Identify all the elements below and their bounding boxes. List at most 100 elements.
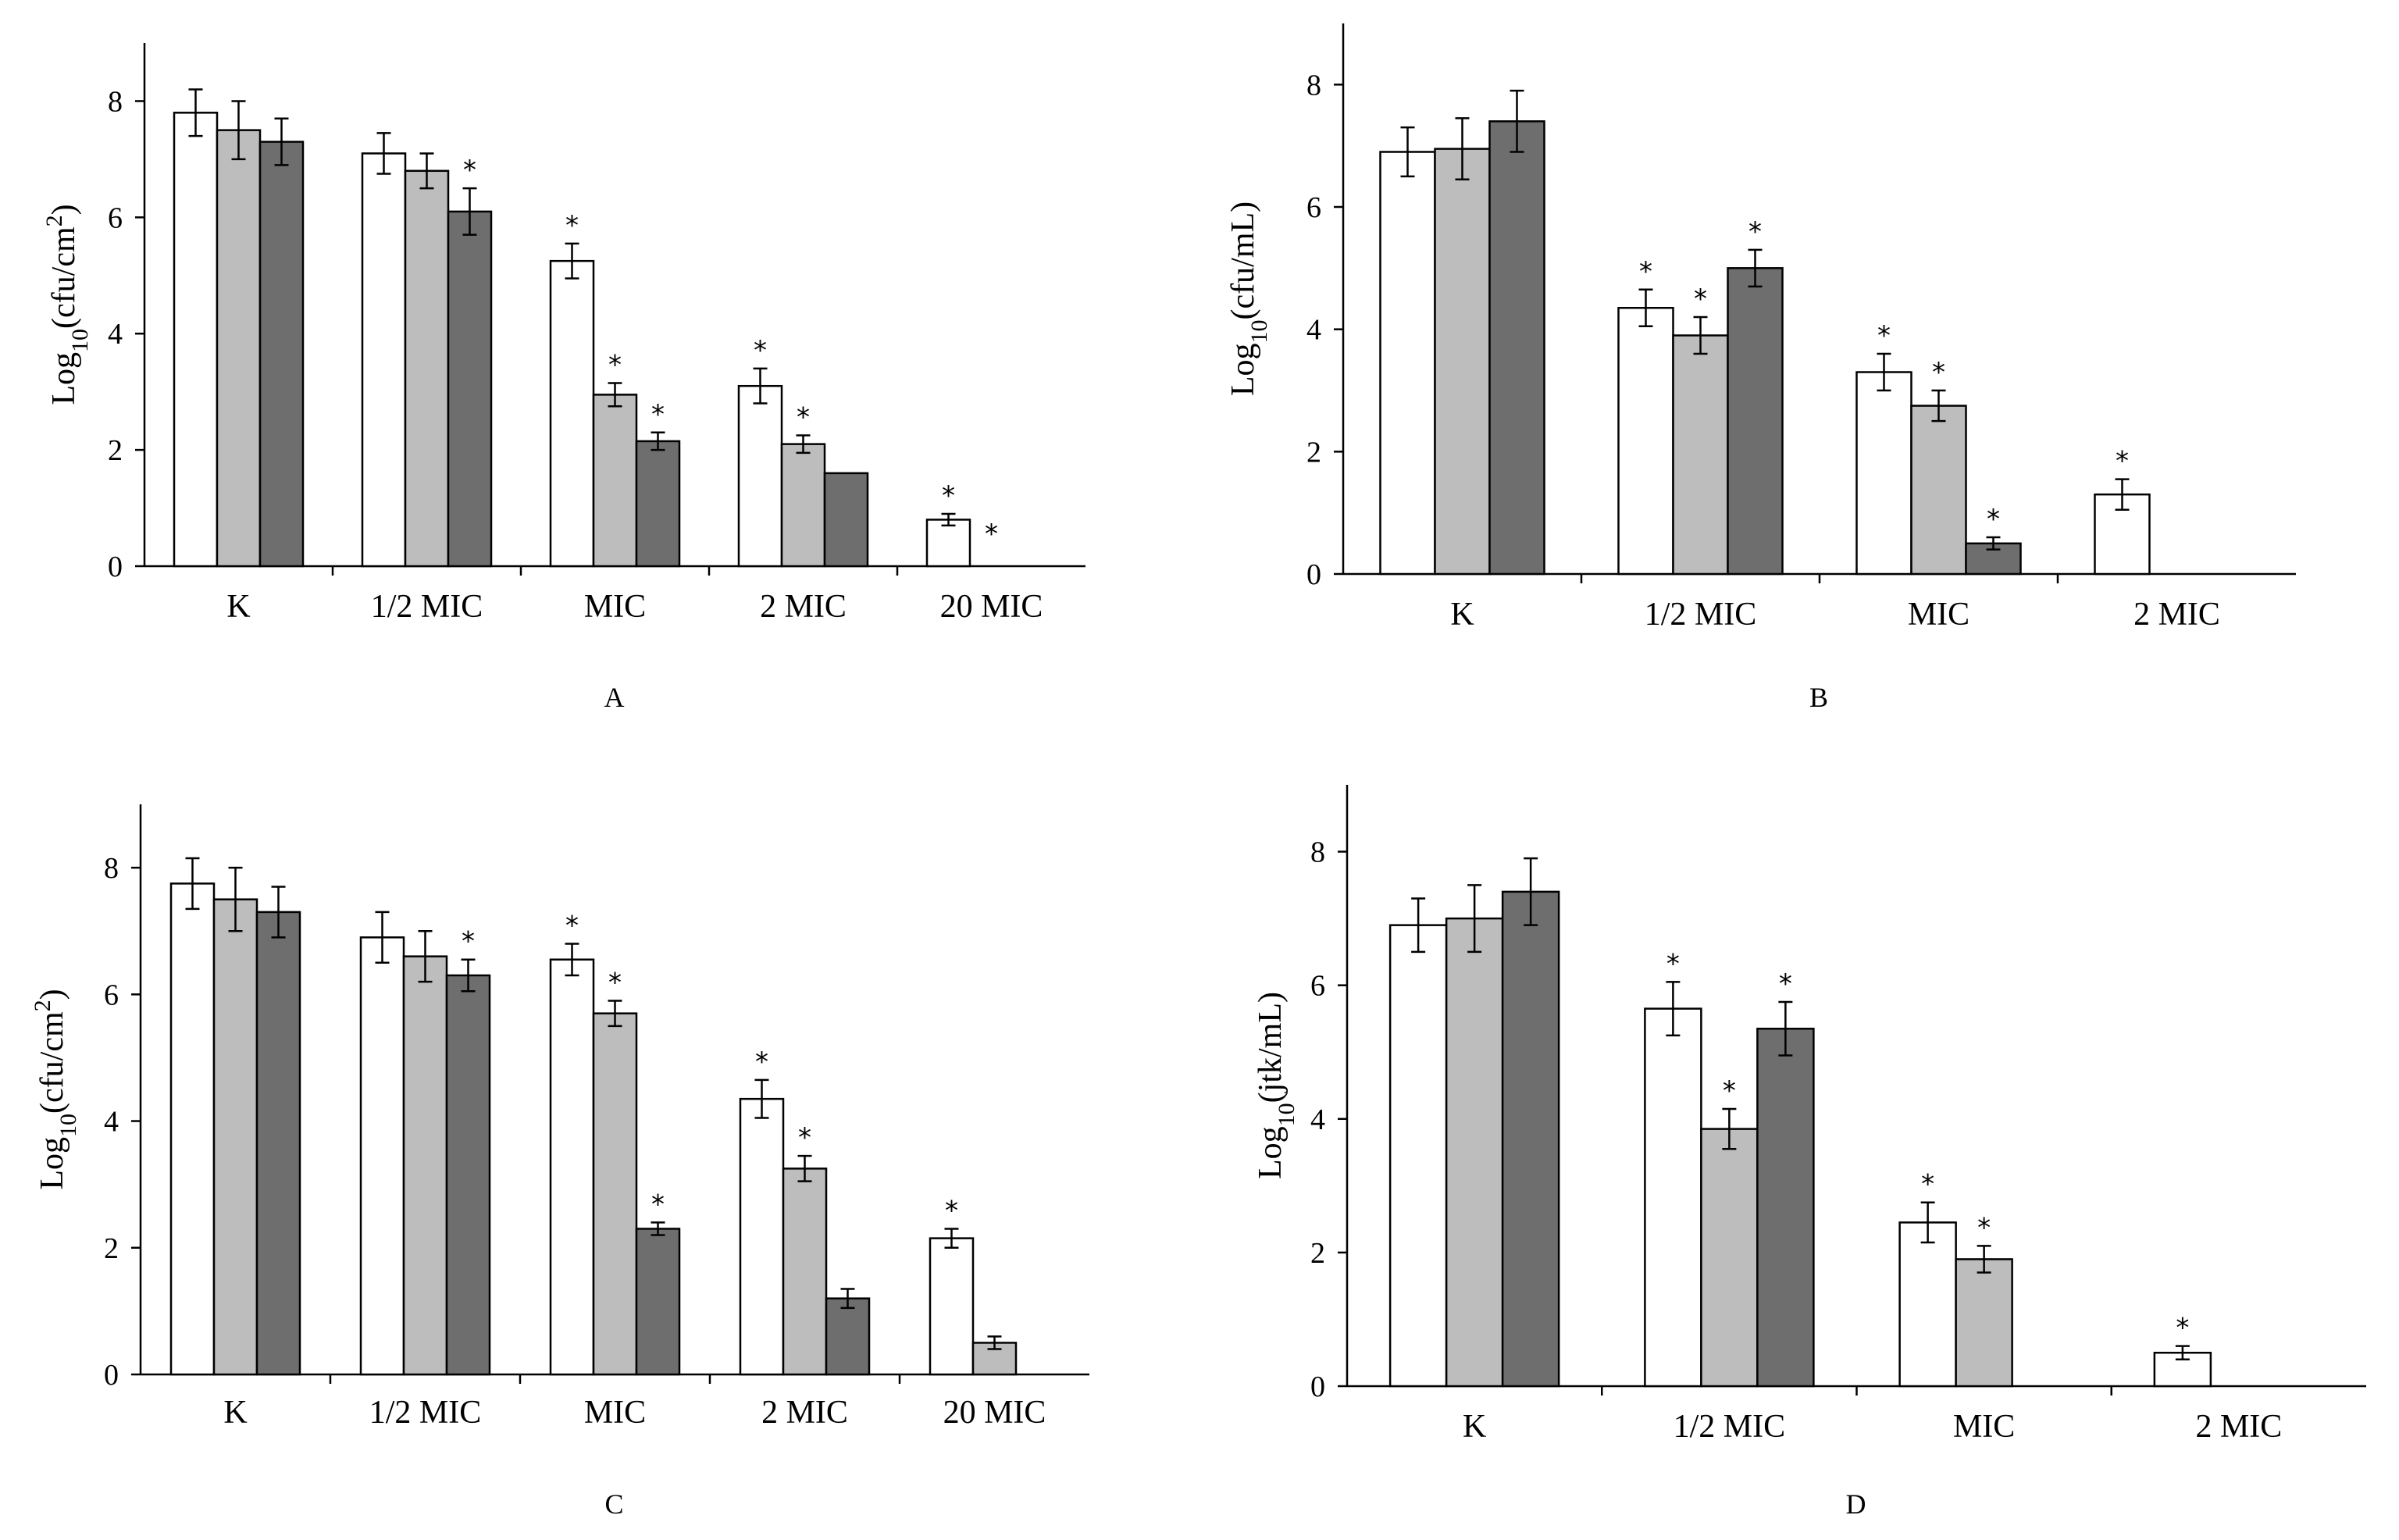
bar-2 xyxy=(1910,405,1967,576)
category-label: 1/2 MIC xyxy=(1674,1409,1786,1445)
y-axis-label-part: Log xyxy=(1253,1126,1289,1179)
y-tick-label: 2 xyxy=(1310,1237,1325,1270)
category-label: K xyxy=(223,1395,247,1431)
bar-1 xyxy=(929,1237,975,1376)
bar-1 xyxy=(1855,371,1912,576)
y-tick-label: 8 xyxy=(1306,69,1321,102)
category-label: MIC xyxy=(584,1395,646,1431)
significance-marker: * xyxy=(608,967,622,998)
category-label: 2 MIC xyxy=(2133,597,2220,633)
y-tick-label: 6 xyxy=(1310,970,1325,1003)
y-axis-label-part: 2 xyxy=(30,1000,55,1011)
y-axis-label-part: (cfu/cm xyxy=(34,1011,70,1114)
bar-1 xyxy=(173,112,219,568)
y-tick-label: 6 xyxy=(104,979,119,1011)
y-axis-label: Log10(cfu/cm2) xyxy=(41,204,93,405)
y-tick-label: 0 xyxy=(108,551,123,583)
bar-3 xyxy=(447,210,493,568)
y-axis-label-part: ) xyxy=(34,989,70,1000)
bar-2 xyxy=(782,1167,828,1376)
bar-1 xyxy=(1379,151,1436,576)
y-axis-label: Log10(jtk/mL) xyxy=(1253,992,1299,1179)
bar-1 xyxy=(549,958,595,1376)
bar-2 xyxy=(592,394,638,568)
category-label: K xyxy=(1463,1409,1486,1445)
y-axis-label-part: 2 xyxy=(41,215,67,226)
bar-1 xyxy=(739,1097,785,1376)
y-axis-label-part: 10 xyxy=(55,1114,81,1137)
y-axis-label: Log10(cfu/mL) xyxy=(1225,201,1272,396)
significance-marker: * xyxy=(2116,446,2129,477)
bar-3 xyxy=(1488,120,1545,576)
y-tick-label: 2 xyxy=(108,434,123,467)
significance-marker: * xyxy=(1639,256,1652,287)
bar-2 xyxy=(1434,148,1491,576)
category-label: 20 MIC xyxy=(943,1395,1046,1431)
y-tick-label: 0 xyxy=(104,1359,119,1392)
significance-marker: * xyxy=(463,155,476,186)
bar-1 xyxy=(359,936,405,1376)
bar-2 xyxy=(212,898,258,1376)
panel-label: D xyxy=(1846,1488,1868,1520)
y-axis-label: Log10(cfu/cm2) xyxy=(30,989,81,1189)
chart-panel-b: 0 2 4 6 8 Log10(cfu/mL) K 1/2 MIC * * * MIC * * * 2 MIC… xyxy=(1225,23,2296,713)
category-label: 2 MIC xyxy=(761,1395,848,1431)
significance-marker: * xyxy=(942,480,955,512)
y-tick-label: 8 xyxy=(1310,836,1325,869)
bar-3 xyxy=(823,472,869,568)
significance-marker: * xyxy=(985,519,998,550)
bar-3 xyxy=(825,1297,871,1376)
significance-marker: * xyxy=(2176,1313,2189,1344)
y-axis-label-part: 10 xyxy=(67,329,93,352)
significance-marker: * xyxy=(1987,504,2000,535)
y-tick-label: 4 xyxy=(104,1106,119,1139)
y-tick-label: 6 xyxy=(108,201,123,234)
bar-1 xyxy=(1644,1007,1702,1388)
category-label: 1/2 MIC xyxy=(369,1395,482,1431)
significance-marker: * xyxy=(798,1122,811,1153)
significance-marker: * xyxy=(755,1046,768,1078)
category-label: 1/2 MIC xyxy=(1645,597,1757,633)
bar-3 xyxy=(635,1228,681,1376)
bar-2 xyxy=(1955,1258,2013,1388)
significance-marker: * xyxy=(945,1195,958,1226)
category-label: 2 MIC xyxy=(2195,1409,2282,1445)
panel-label: C xyxy=(604,1488,625,1520)
y-tick-label: 8 xyxy=(104,852,119,885)
y-axis-label-part: (cfu/cm xyxy=(46,226,82,329)
bar-2 xyxy=(402,955,448,1376)
significance-marker: * xyxy=(1723,1075,1736,1107)
bar-2 xyxy=(780,443,826,568)
y-tick-label: 0 xyxy=(1306,558,1321,591)
significance-marker: * xyxy=(651,1189,665,1220)
y-tick-label: 6 xyxy=(1306,191,1321,224)
category-label: 1/2 MIC xyxy=(371,589,483,625)
bar-1 xyxy=(1617,307,1674,576)
panel-label: B xyxy=(1809,682,1830,713)
chart-panel-d: 0 2 4 6 8 Log10(jtk/mL) K 1/2 MIC * * * MIC * * 2 MIC *… xyxy=(1253,785,2366,1520)
y-axis-label-part: (cfu/mL) xyxy=(1225,201,1261,320)
significance-marker: * xyxy=(462,926,475,957)
significance-marker: * xyxy=(1977,1212,1991,1243)
bar-1 xyxy=(361,152,407,568)
y-tick-label: 2 xyxy=(104,1232,119,1265)
y-axis-label-part: Log xyxy=(46,352,82,405)
significance-marker: * xyxy=(1921,1169,1934,1200)
significance-marker: * xyxy=(1932,357,1945,388)
y-axis-label-part: 10 xyxy=(1274,1103,1299,1126)
category-label: K xyxy=(226,589,250,625)
bar-1 xyxy=(1388,924,1448,1388)
bar-1 xyxy=(925,519,971,568)
bar-3 xyxy=(258,141,305,568)
y-tick-label: 0 xyxy=(1310,1371,1325,1403)
panel-label: A xyxy=(604,682,626,713)
significance-marker: * xyxy=(608,350,622,381)
bar-1 xyxy=(169,882,216,1376)
significance-marker: * xyxy=(1877,320,1891,351)
bar-3 xyxy=(255,911,301,1376)
y-tick-label: 4 xyxy=(1306,314,1321,347)
bar-2 xyxy=(216,129,262,568)
bar-2 xyxy=(1445,917,1504,1388)
